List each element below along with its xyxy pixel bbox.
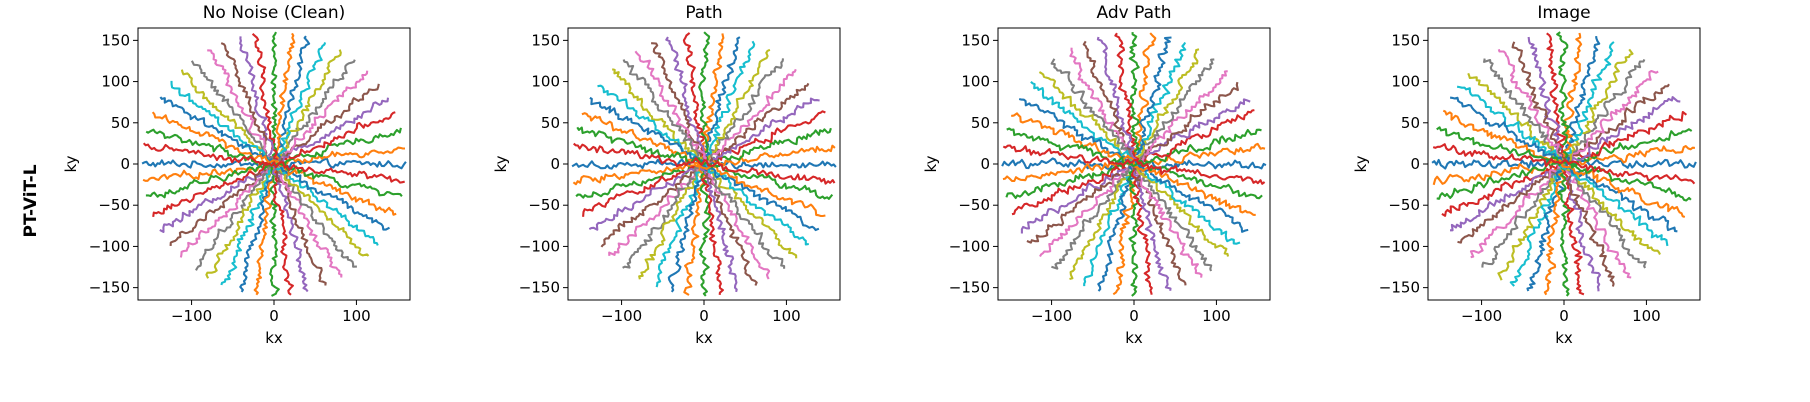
x-axis-label: kx xyxy=(695,329,713,347)
spoke-line-20 xyxy=(1018,97,1249,233)
panel-0: No Noise (Clean) −100 0 100 −150 −100 −50 0 50 10… xyxy=(0,0,420,402)
spoke-line-23 xyxy=(142,142,405,184)
spoke-series xyxy=(1431,31,1697,297)
spoke-line-19 xyxy=(1456,85,1669,247)
y-tick-label: −100 xyxy=(89,237,130,255)
y-tick-label: 0 xyxy=(550,155,560,173)
spoke-line-16 xyxy=(634,50,771,280)
y-tick-label: 150 xyxy=(1391,31,1420,49)
x-tick-label: 100 xyxy=(1202,307,1231,325)
y-tick-label: 100 xyxy=(961,73,990,91)
spoke-series xyxy=(1001,32,1267,297)
row-label-text: PT-ViT-L xyxy=(21,164,41,237)
x-tick-label: −100 xyxy=(601,307,642,325)
y-tick-label: 0 xyxy=(120,155,130,173)
panel-1: Path −100 0 100 −150 −100 −50 0 50 100 150 kx ky xyxy=(430,0,850,402)
y-tick-label: −150 xyxy=(1379,279,1420,297)
y-tick-label: −150 xyxy=(949,279,990,297)
spoke-line-22 xyxy=(145,128,403,197)
x-tick-label: −100 xyxy=(171,307,212,325)
y-axis-label: ky xyxy=(922,155,940,172)
spoke-line-20 xyxy=(589,96,820,232)
spoke-line-23 xyxy=(573,142,836,185)
y-axis-label: ky xyxy=(492,155,510,172)
y-tick-label: 100 xyxy=(101,73,130,91)
spoke-line-21 xyxy=(151,111,397,216)
x-tick-label: 0 xyxy=(269,307,279,325)
y-tick-label: 0 xyxy=(980,155,990,173)
y-tick-label: −100 xyxy=(949,237,990,255)
spoke-line-22 xyxy=(576,126,834,200)
y-tick-label: 150 xyxy=(101,31,130,49)
x-tick-label: 0 xyxy=(1129,307,1139,325)
chart-0: No Noise (Clean) −100 0 100 −150 −100 −50 0 50 10… xyxy=(62,3,411,347)
x-tick-label: −100 xyxy=(1461,307,1502,325)
spoke-line-21 xyxy=(1442,109,1686,218)
spoke-line-22 xyxy=(1436,126,1692,202)
chart-3: Image −100 0 100 −150 −100 −50 0 50 100 150 kx ky xyxy=(1352,3,1701,347)
x-tick-label: 0 xyxy=(699,307,709,325)
x-tick-label: −100 xyxy=(1031,307,1072,325)
y-tick-label: −50 xyxy=(958,196,990,214)
spoke-line-22 xyxy=(1006,127,1263,200)
panel-3: Image −100 0 100 −150 −100 −50 0 50 100 150 kx ky xyxy=(1290,0,1710,402)
spoke-line-23 xyxy=(1002,144,1266,185)
y-tick-label: −100 xyxy=(1379,237,1420,255)
chart-title: Path xyxy=(685,3,722,23)
y-axis-label: ky xyxy=(62,155,80,172)
x-axis-label: kx xyxy=(265,329,283,347)
row-label: PT-ViT-L xyxy=(21,164,41,237)
y-tick-label: −50 xyxy=(528,196,560,214)
x-tick-label: 100 xyxy=(342,307,371,325)
chart-title: No Noise (Clean) xyxy=(203,3,346,23)
y-tick-label: −50 xyxy=(1388,196,1420,214)
y-tick-label: 50 xyxy=(541,114,560,132)
y-tick-label: −50 xyxy=(98,196,130,214)
y-tick-label: −150 xyxy=(89,279,130,297)
x-tick-label: 0 xyxy=(1559,307,1569,325)
spoke-series xyxy=(571,31,837,297)
y-tick-label: 50 xyxy=(1401,114,1420,132)
y-tick-label: 50 xyxy=(971,114,990,132)
chart-title: Adv Path xyxy=(1097,3,1172,23)
y-tick-label: −150 xyxy=(519,279,560,297)
spoke-line-23 xyxy=(1432,143,1696,185)
x-tick-label: 100 xyxy=(1632,307,1661,325)
x-tick-label: 100 xyxy=(772,307,801,325)
x-axis-label: kx xyxy=(1555,329,1573,347)
y-axis-label: ky xyxy=(1352,155,1370,172)
y-tick-label: 0 xyxy=(1410,155,1420,173)
panel-2: Adv Path −100 0 100 −150 −100 −50 0 50 100 150 kx ky xyxy=(860,0,1280,402)
y-tick-label: 100 xyxy=(1391,73,1420,91)
y-tick-label: 50 xyxy=(111,114,130,132)
spoke-line-21 xyxy=(581,112,826,218)
y-tick-label: −100 xyxy=(519,237,560,255)
y-tick-label: 150 xyxy=(961,31,990,49)
chart-2: Adv Path −100 0 100 −150 −100 −50 0 50 100 150 kx ky xyxy=(922,3,1271,347)
spoke-series xyxy=(141,31,407,297)
y-tick-label: 100 xyxy=(531,73,560,91)
chart-title: Image xyxy=(1537,3,1590,23)
x-axis-label: kx xyxy=(1125,329,1143,347)
spoke-line-21 xyxy=(1011,112,1256,216)
y-tick-label: 150 xyxy=(531,31,560,49)
chart-1: Path −100 0 100 −150 −100 −50 0 50 100 150 kx ky xyxy=(492,3,841,347)
